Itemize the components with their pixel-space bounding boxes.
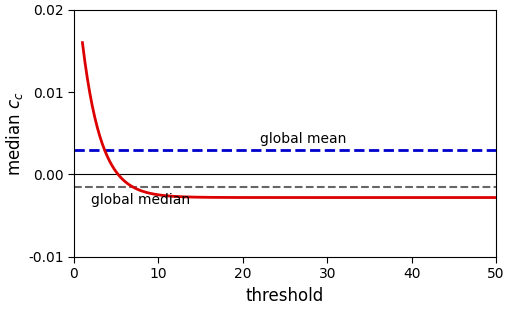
Y-axis label: median $c_c$: median $c_c$ bbox=[4, 91, 25, 176]
Text: global median: global median bbox=[91, 193, 190, 207]
Text: global mean: global mean bbox=[260, 132, 346, 146]
X-axis label: threshold: threshold bbox=[246, 287, 324, 305]
